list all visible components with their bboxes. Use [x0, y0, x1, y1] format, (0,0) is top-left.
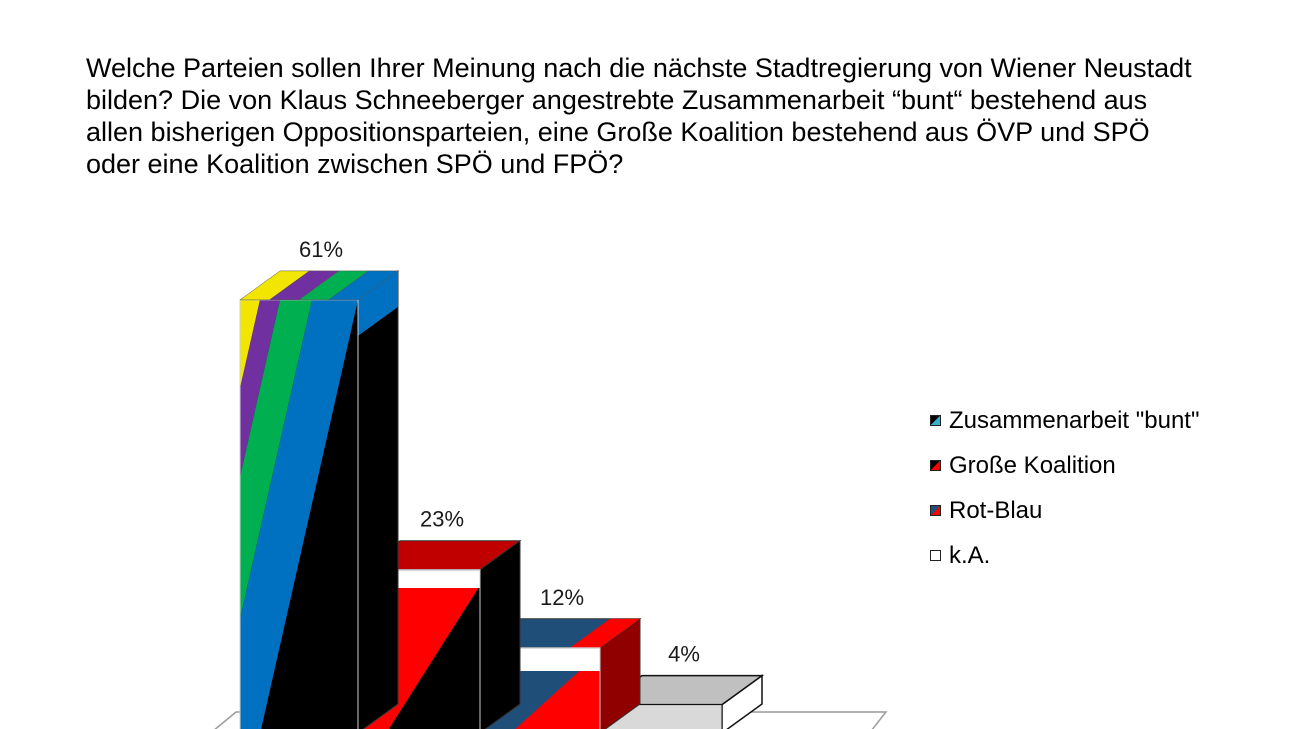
value-labels-group: 4% 12% 23% 61% [299, 237, 700, 667]
legend-item-ka: k.A. [930, 533, 1200, 578]
bar-bunt [239, 269, 399, 729]
bar-bunt-stripe-4 [240, 299, 358, 729]
question-line-4: oder eine Koalition zwischen SPÖ und FPÖ… [86, 149, 624, 179]
value-label-bunt: 61% [299, 237, 343, 262]
question-line-3: allen bisherigen Oppositionsparteien, ei… [86, 117, 1150, 147]
bar-bunt-top-4 [327, 270, 399, 301]
bar-bunt-side-stripe [358, 270, 398, 336]
legend-swatch-bunt [930, 415, 941, 426]
bar-gk-front-dark [388, 588, 480, 729]
question-title: Welche Parteien sollen Ihrer Meinung nac… [86, 52, 1246, 180]
legend-swatch-grosse-koalition [930, 460, 941, 471]
bar-bunt-front [240, 299, 358, 729]
legend: Zusammenarbeit "bunt" Große Koalition Ro… [930, 398, 1200, 578]
value-label-rot-blau: 12% [540, 585, 584, 610]
bar-rb-top-red [570, 618, 640, 648]
bars-group [239, 269, 765, 729]
legend-item-grosse-koalition: Große Koalition [930, 443, 1200, 488]
legend-swatch-rot-blau [930, 505, 941, 516]
legend-item-bunt: Zusammenarbeit "bunt" [930, 398, 1200, 443]
legend-label-bunt: Zusammenarbeit "bunt" [949, 406, 1200, 434]
legend-label-ka: k.A. [949, 541, 991, 569]
question-line-2: bilden? Die von Klaus Schneeberger anges… [86, 85, 1148, 115]
legend-label-grosse-koalition: Große Koalition [949, 451, 1116, 479]
value-label-ka: 4% [668, 642, 700, 667]
question-line-1: Welche Parteien sollen Ihrer Meinung nac… [86, 53, 1192, 83]
value-label-grosse-koalition: 23% [420, 507, 464, 532]
bar-bunt-side [357, 269, 399, 729]
legend-label-rot-blau: Rot-Blau [949, 496, 1043, 524]
bar-gk-side [479, 539, 521, 729]
legend-item-rot-blau: Rot-Blau [930, 488, 1200, 533]
legend-swatch-ka [930, 550, 941, 561]
bar-rb-front-red [515, 671, 600, 729]
